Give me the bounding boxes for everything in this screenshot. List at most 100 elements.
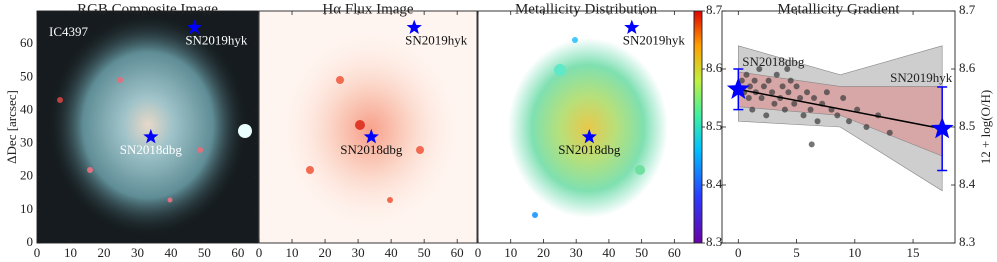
- data-point: [763, 112, 770, 119]
- sn-label: SN2019hyk: [890, 70, 953, 85]
- x-tick-label: 50: [418, 245, 431, 260]
- data-point: [781, 106, 788, 113]
- sn-marker: [363, 128, 379, 144]
- x-tick-label: 15: [907, 245, 920, 260]
- data-point: [771, 100, 778, 107]
- x-tick-label: 0: [475, 245, 482, 260]
- plot-frame: [36, 10, 259, 244]
- sn-label: SN2018dbg: [558, 142, 621, 157]
- halpha-image: [259, 11, 477, 243]
- sn-label: SN2019hyk: [623, 33, 686, 48]
- galaxy-label: IC4397: [49, 24, 89, 39]
- data-point: [745, 95, 752, 101]
- y-tick-label: 8.3: [959, 234, 975, 249]
- data-point: [756, 66, 763, 72]
- data-point: [834, 112, 841, 119]
- colorbar-tick-label: 8.7: [706, 2, 723, 17]
- x-tick-label: 5: [793, 245, 800, 260]
- data-point: [769, 89, 776, 96]
- data-point: [840, 95, 847, 101]
- panel-title: Metallicity Distribution: [515, 2, 658, 18]
- sn-label: SN2018dbg: [742, 54, 805, 69]
- y-tick-label: 8.7: [959, 2, 976, 17]
- sn-label: SN2019hyk: [185, 33, 248, 48]
- rgb-image: [37, 11, 258, 243]
- panel-title: Metallicity Gradient: [777, 2, 900, 18]
- x-tick-label: 10: [848, 245, 861, 260]
- data-point: [807, 106, 814, 113]
- x-tick-label: 60: [668, 245, 681, 260]
- x-tick-label: 20: [319, 245, 332, 260]
- data-point: [758, 95, 765, 101]
- y-axis-label: 12 + log(O/H): [978, 90, 993, 165]
- x-tick-label: 50: [198, 245, 211, 260]
- x-tick-label: 30: [352, 245, 365, 260]
- data-point: [886, 129, 893, 136]
- x-tick-label: 0: [34, 245, 41, 260]
- colorbar-tick-label: 8.3: [706, 234, 722, 249]
- data-point: [804, 89, 811, 96]
- data-point: [749, 106, 756, 113]
- colorbar-tick-label: 8.5: [706, 118, 722, 133]
- data-point: [791, 100, 798, 107]
- x-tick-label: 10: [504, 245, 517, 260]
- colorbar-tick-label: 8.6: [706, 60, 723, 75]
- y-tick-label: 50: [20, 68, 33, 83]
- data-point: [765, 77, 772, 84]
- sn-marker: [143, 128, 159, 144]
- sn-marker: [406, 19, 422, 34]
- data-point: [854, 106, 861, 113]
- data-point: [793, 83, 800, 90]
- y-tick-label: 20: [20, 168, 33, 183]
- x-tick-label: 20: [537, 245, 550, 260]
- data-point: [746, 83, 753, 90]
- sn-marker: [186, 19, 202, 34]
- y-tick-label: 10: [20, 201, 33, 216]
- y-tick-label: 0: [27, 234, 34, 249]
- data-point: [787, 77, 794, 84]
- data-point: [779, 83, 786, 90]
- data-point: [738, 77, 745, 84]
- data-point: [773, 71, 780, 78]
- colorbar: [694, 11, 702, 243]
- data-point: [751, 77, 758, 84]
- y-tick-label: 60: [20, 35, 33, 50]
- x-tick-label: 10: [64, 245, 77, 260]
- y-tick-label: 40: [20, 101, 33, 116]
- x-tick-label: 40: [602, 245, 615, 260]
- y-tick-label: 8.5: [959, 118, 975, 133]
- x-tick-label: 50: [635, 245, 648, 260]
- sn-marker: [930, 116, 954, 139]
- data-point: [863, 124, 870, 130]
- x-tick-label: 40: [385, 245, 398, 260]
- x-tick-label: 60: [231, 245, 244, 260]
- sn-marker: [624, 19, 640, 34]
- x-tick-label: 0: [256, 245, 263, 260]
- metallicity-map: [478, 11, 694, 243]
- data-point: [800, 112, 807, 119]
- panel-title: Hα Flux Image: [322, 2, 414, 18]
- sn-label: SN2018dbg: [120, 142, 183, 157]
- data-point: [743, 71, 750, 78]
- panel-title: RGB Composite Image: [77, 2, 218, 18]
- data-point: [797, 95, 804, 101]
- y-tick-label: 8.4: [959, 176, 976, 191]
- x-tick-label: 30: [570, 245, 583, 260]
- x-tick-label: 20: [97, 245, 110, 260]
- data-point: [784, 66, 791, 72]
- data-point: [808, 141, 815, 148]
- plot-frame: [721, 10, 956, 244]
- y-tick-label: 8.6: [959, 60, 976, 75]
- y-tick-label: 30: [20, 135, 33, 150]
- sn-label: SN2018dbg: [340, 142, 403, 157]
- data-point: [760, 83, 767, 90]
- data-point: [814, 118, 821, 125]
- y-axis-label: ΔDec [arcsec]: [4, 90, 19, 164]
- sn-marker: [726, 77, 750, 99]
- data-point: [785, 89, 792, 96]
- x-tick-label: 0: [735, 245, 742, 260]
- x-tick-label: 40: [164, 245, 177, 260]
- data-point: [823, 89, 830, 96]
- fit-line: [738, 88, 943, 130]
